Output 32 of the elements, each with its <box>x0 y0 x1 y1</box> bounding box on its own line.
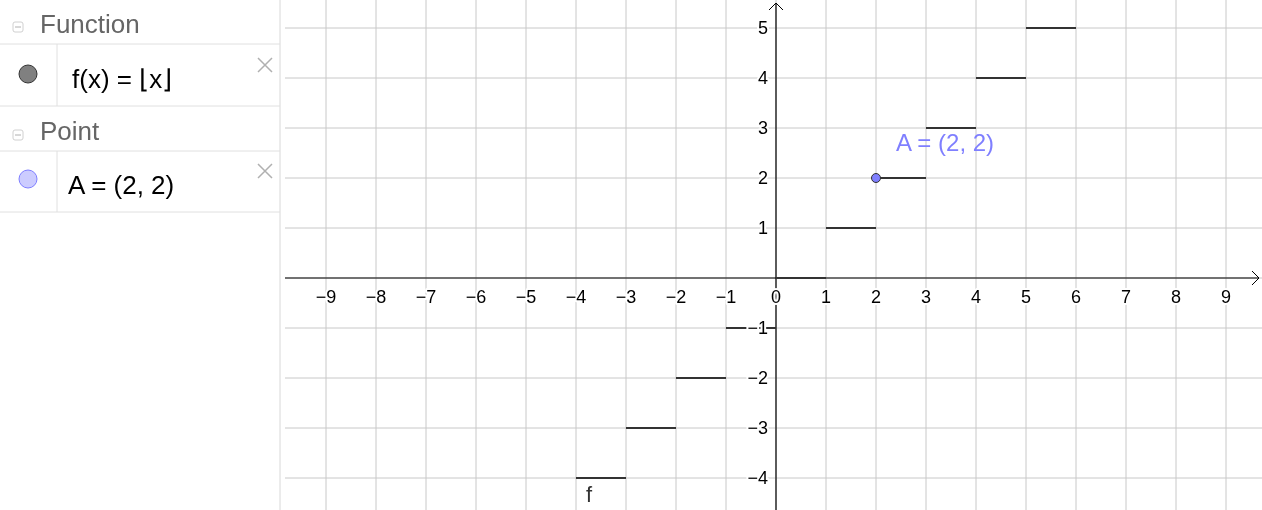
x-tick-label: −3 <box>615 287 637 307</box>
x-tick-label: 5 <box>1020 287 1032 307</box>
x-tick-label: 6 <box>1070 287 1082 307</box>
series-label: f <box>586 482 593 507</box>
x-tick-label: 9 <box>1220 287 1232 307</box>
x-tick-label: 7 <box>1120 287 1132 307</box>
y-tick-label: 5 <box>757 18 768 38</box>
x-tick-label: 8 <box>1170 287 1182 307</box>
y-tick-label: −4 <box>747 468 768 488</box>
x-tick-label: 3 <box>920 287 932 307</box>
x-tick-label: −4 <box>565 287 587 307</box>
x-tick-label: −9 <box>315 287 337 307</box>
text: A = (2, 2) <box>68 170 175 200</box>
text: Point <box>40 116 101 146</box>
y-tick-label: −3 <box>747 418 768 438</box>
x-tick-label: −6 <box>465 287 487 307</box>
annotation: A = (2, 2) <box>896 129 995 156</box>
y-tick-label: −2 <box>747 368 768 388</box>
y-tick-label: 2 <box>757 168 768 188</box>
y-tick-label: 3 <box>757 118 768 138</box>
x-tick-label: −7 <box>415 287 437 307</box>
y-tick-label: 4 <box>757 68 768 88</box>
x-tick-label: −2 <box>665 287 687 307</box>
text: Function <box>40 9 140 39</box>
y-tick-label: 1 <box>757 218 768 238</box>
x-tick-label: −5 <box>515 287 537 307</box>
text: f(x) = ⌊x⌋ <box>72 64 173 94</box>
x-tick-label: 2 <box>870 287 882 307</box>
x-tick-label: 4 <box>970 287 982 307</box>
x-tick-label: 1 <box>820 287 832 307</box>
x-tick-label: −8 <box>365 287 387 307</box>
x-tick-label: −1 <box>715 287 737 307</box>
